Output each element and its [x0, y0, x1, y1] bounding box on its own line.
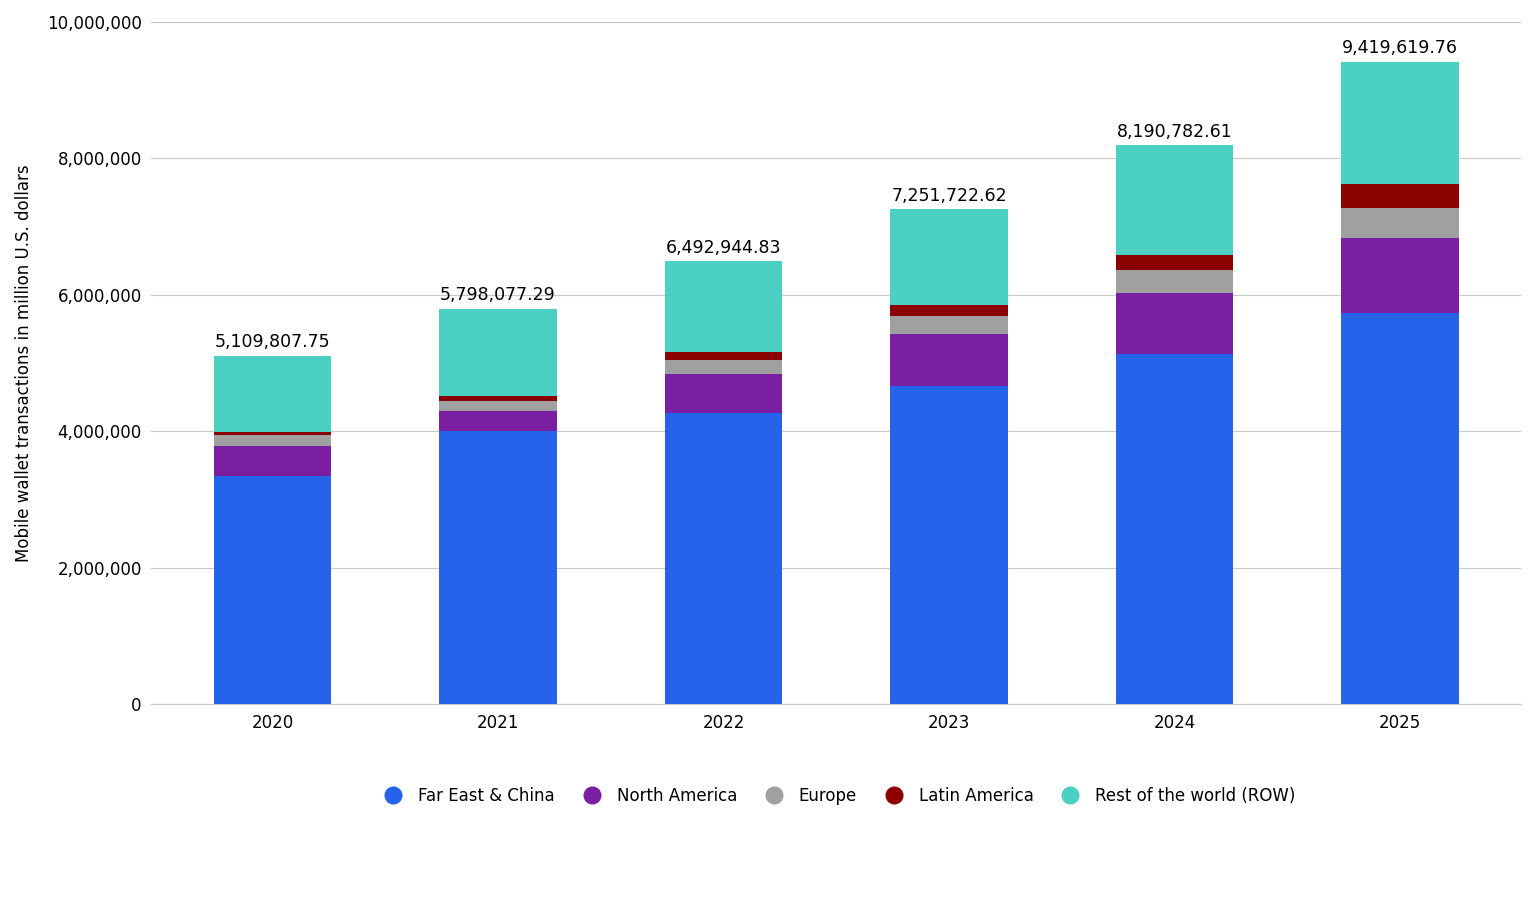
Bar: [1341, 208, 1459, 238]
Bar: [214, 432, 332, 436]
Bar: [214, 475, 332, 704]
Text: 7,251,722.62: 7,251,722.62: [891, 187, 1006, 205]
Text: 6,492,944.83: 6,492,944.83: [665, 239, 782, 257]
Bar: [665, 261, 782, 352]
Bar: [891, 334, 1008, 385]
Bar: [1117, 355, 1233, 704]
Bar: [665, 374, 782, 413]
Bar: [1341, 238, 1459, 312]
Bar: [439, 400, 556, 411]
Text: 8,190,782.61: 8,190,782.61: [1117, 123, 1232, 141]
Bar: [1117, 292, 1233, 355]
Bar: [665, 360, 782, 373]
Bar: [1117, 255, 1233, 270]
Bar: [439, 309, 556, 396]
Legend: Far East & China, North America, Europe, Latin America, Rest of the world (ROW): Far East & China, North America, Europe,…: [370, 780, 1303, 812]
Text: 9,419,619.76: 9,419,619.76: [1342, 40, 1458, 58]
Bar: [665, 413, 782, 704]
Bar: [891, 305, 1008, 316]
Bar: [214, 446, 332, 475]
Bar: [439, 411, 556, 431]
Bar: [1117, 270, 1233, 292]
Bar: [439, 396, 556, 400]
Bar: [891, 385, 1008, 704]
Bar: [214, 436, 332, 446]
Bar: [214, 356, 332, 432]
Bar: [665, 352, 782, 360]
Bar: [1341, 184, 1459, 208]
Bar: [1341, 61, 1459, 184]
Text: 5,109,807.75: 5,109,807.75: [215, 333, 330, 351]
Bar: [891, 210, 1008, 305]
Bar: [891, 316, 1008, 334]
Text: 5,798,077.29: 5,798,077.29: [439, 286, 556, 304]
Bar: [1341, 312, 1459, 704]
Y-axis label: Mobile wallet transactions in million U.S. dollars: Mobile wallet transactions in million U.…: [15, 164, 32, 562]
Bar: [1117, 146, 1233, 255]
Bar: [439, 431, 556, 704]
